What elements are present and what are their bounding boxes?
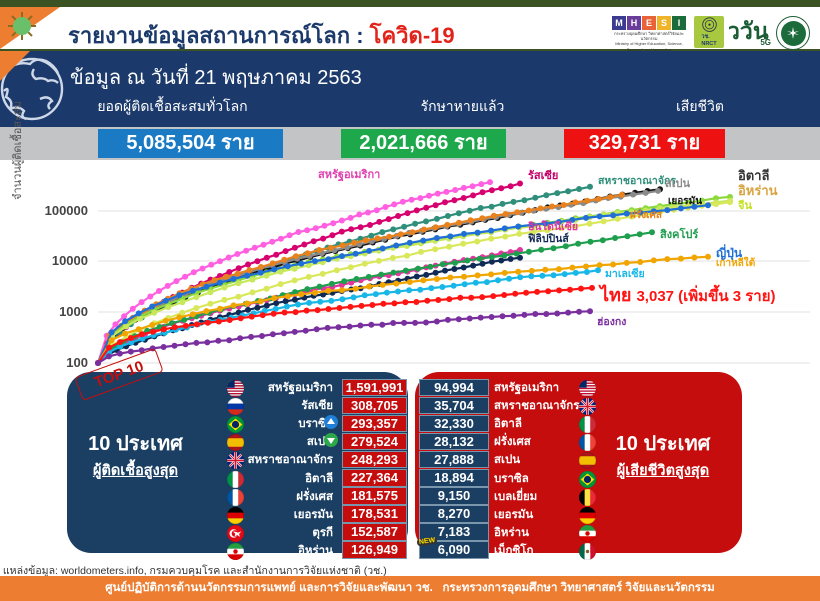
- svg-text:100000: 100000: [45, 203, 88, 218]
- svg-text:1000: 1000: [59, 304, 88, 319]
- svg-text:100: 100: [66, 355, 88, 370]
- svg-text:10000: 10000: [52, 253, 88, 268]
